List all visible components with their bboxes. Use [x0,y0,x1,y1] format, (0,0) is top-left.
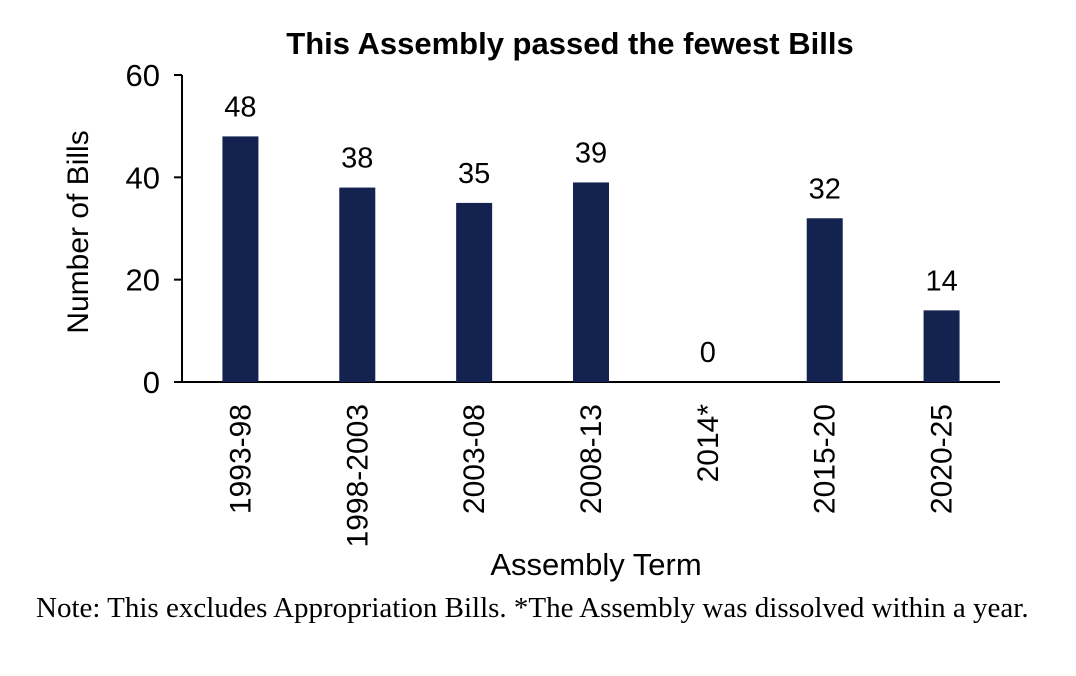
x-tick-label: 1998-2003 [341,404,374,547]
data-label: 0 [700,337,716,369]
bar [456,202,493,382]
chart-note: Note: This excludes Appropriation Bills.… [36,592,1029,624]
y-ticks: 0 20 40 60 [126,58,182,400]
bar-chart: This Assembly passed the fewest Bills Nu… [62,26,1000,582]
y-tick-label: 20 [126,263,160,298]
x-tick-label: 2008-13 [575,404,608,514]
bar [339,187,376,382]
y-tick-label: 0 [143,365,160,400]
x-tick-labels: 1993-98 1998-2003 2003-08 2008-13 2014* 2015-… [224,404,958,548]
bar [222,136,259,382]
data-label: 35 [458,158,490,190]
data-labels: 48 38 35 39 0 32 14 [224,91,957,369]
x-tick-label: 2020-25 [926,404,959,514]
bars [222,136,960,382]
data-label: 48 [224,91,256,123]
bar [573,182,609,382]
y-tick-label: 60 [126,58,160,93]
x-axis-title: Assembly Term [490,547,701,582]
x-tick-label: 2014* [692,404,725,483]
y-axis-title: Number of Bills [62,130,95,333]
bar [923,310,960,382]
x-tick-label: 2015-20 [809,404,842,514]
bar [806,218,843,382]
data-label: 14 [925,265,957,297]
x-tick-label: 1993-98 [224,404,257,514]
x-tick-label: 2003-08 [458,404,491,514]
data-label: 38 [341,143,373,175]
y-tick-label: 40 [126,160,160,195]
chart-title: This Assembly passed the fewest Bills [286,26,853,61]
data-label: 32 [809,173,841,205]
data-label: 39 [575,137,607,169]
